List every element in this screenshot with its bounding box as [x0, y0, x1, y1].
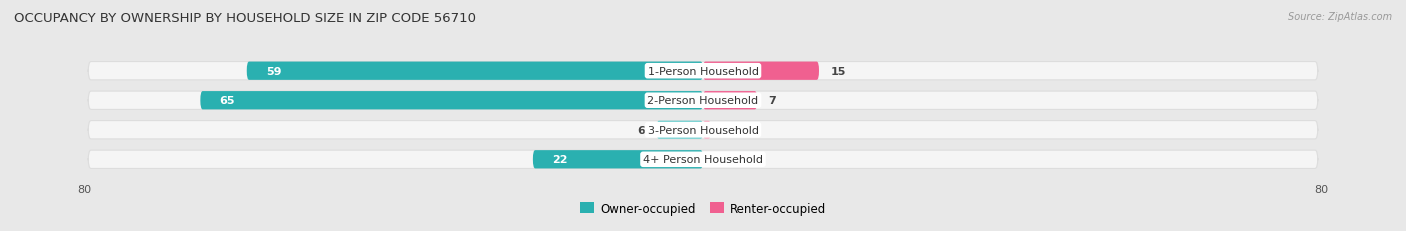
FancyBboxPatch shape — [89, 121, 1317, 139]
Text: 0: 0 — [714, 155, 723, 164]
FancyBboxPatch shape — [200, 92, 703, 110]
Text: Source: ZipAtlas.com: Source: ZipAtlas.com — [1288, 12, 1392, 21]
Text: 1-Person Household: 1-Person Household — [648, 67, 758, 76]
Text: 3-Person Household: 3-Person Household — [648, 125, 758, 135]
FancyBboxPatch shape — [703, 121, 710, 139]
Text: 1: 1 — [723, 125, 730, 135]
FancyBboxPatch shape — [703, 62, 818, 81]
Text: 2-Person Household: 2-Person Household — [647, 96, 759, 106]
Text: OCCUPANCY BY OWNERSHIP BY HOUSEHOLD SIZE IN ZIP CODE 56710: OCCUPANCY BY OWNERSHIP BY HOUSEHOLD SIZE… — [14, 12, 477, 24]
FancyBboxPatch shape — [89, 62, 1317, 81]
FancyBboxPatch shape — [657, 121, 703, 139]
Text: 6: 6 — [637, 125, 645, 135]
Text: 22: 22 — [553, 155, 568, 164]
Legend: Owner-occupied, Renter-occupied: Owner-occupied, Renter-occupied — [575, 197, 831, 220]
FancyBboxPatch shape — [89, 92, 1317, 110]
FancyBboxPatch shape — [89, 150, 1317, 169]
Text: 4+ Person Household: 4+ Person Household — [643, 155, 763, 164]
FancyBboxPatch shape — [703, 92, 756, 110]
FancyBboxPatch shape — [533, 150, 703, 169]
Text: 15: 15 — [831, 67, 846, 76]
FancyBboxPatch shape — [247, 62, 703, 81]
Text: 59: 59 — [266, 67, 281, 76]
Text: 7: 7 — [769, 96, 776, 106]
Text: 65: 65 — [219, 96, 235, 106]
